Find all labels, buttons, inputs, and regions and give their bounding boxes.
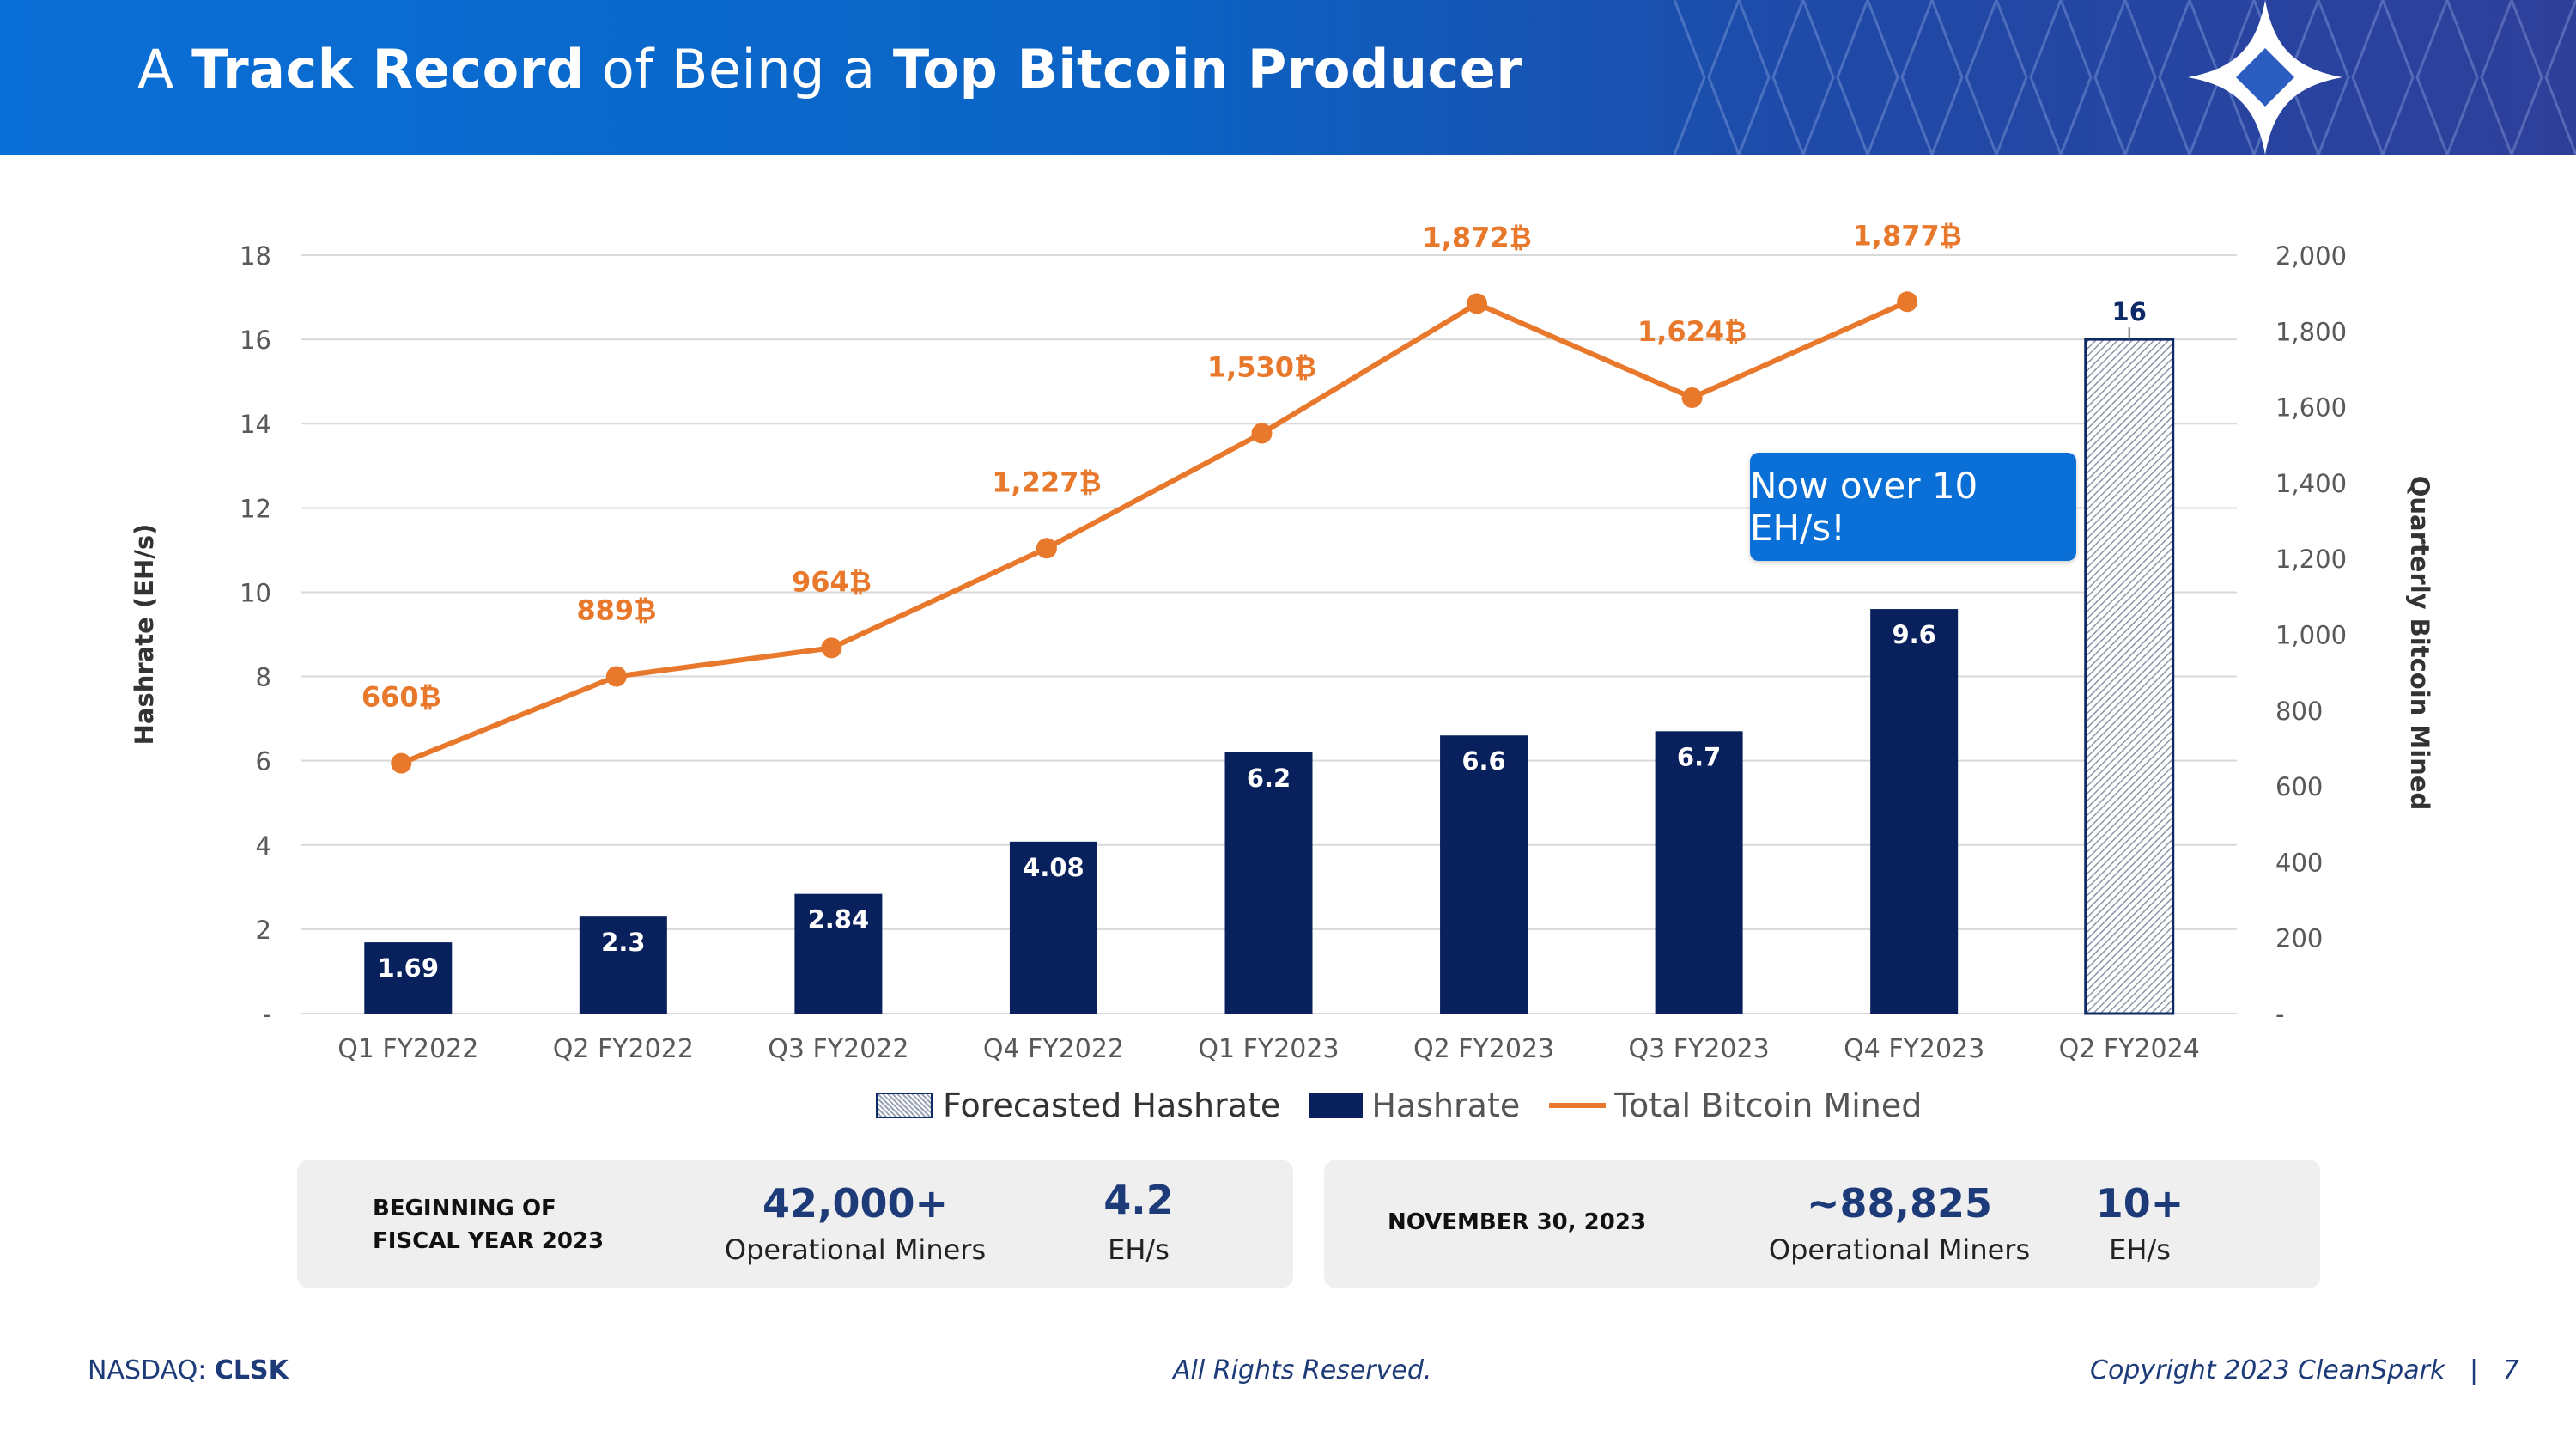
bitcoin-mined-label: 1,872₿ — [1422, 222, 1531, 254]
bitcoin-mined-label: 660₿ — [361, 681, 441, 714]
stat-label: BEGINNING OF FISCAL YEAR 2023 — [373, 1196, 605, 1254]
y2-tick-label: 1,000 — [2275, 621, 2347, 650]
legend-btc-label: Total Bitcoin Mined — [1614, 1087, 1923, 1124]
hashrate-bar-label: 2.3 — [601, 928, 645, 957]
bitcoin-mined-point — [1036, 538, 1057, 559]
y-tick-label: 2 — [256, 916, 271, 945]
stat-box-fy2023: BEGINNING OF FISCAL YEAR 2023 42,000+ Op… — [297, 1160, 1293, 1288]
hashrate-swatch — [1309, 1093, 1364, 1118]
bitcoin-mined-label: 889₿ — [576, 594, 656, 627]
bitcoin-mined-point — [1251, 423, 1273, 444]
y-tick-label: 6 — [256, 747, 271, 776]
hashrate-bar-label: 4.08 — [1023, 853, 1084, 882]
stat-box-nov2023: NOVEMBER 30, 2023 ~88,825 Operational Mi… — [1324, 1160, 2320, 1288]
hashrate-bar — [1655, 731, 1743, 1014]
hashrate-bar-label: 9.6 — [1892, 620, 1935, 649]
y2-tick-label: 200 — [2275, 924, 2323, 953]
y-axis-label: Hashrate (EH/s) — [130, 524, 159, 746]
hashrate-bar — [1009, 841, 1097, 1014]
footer-rights: All Rights Reserved. — [1173, 1355, 1432, 1385]
legend-hashrate-label: Hashrate — [1371, 1087, 1521, 1124]
footer-ticker: NASDAQ: CLSK — [88, 1355, 289, 1385]
hashrate-bar — [1440, 735, 1528, 1014]
legend-forecast-label: Forecasted Hashrate — [943, 1087, 1281, 1124]
y2-tick-label: 2,000 — [2275, 241, 2347, 271]
hashrate-bar-label: 6.2 — [1247, 764, 1291, 793]
y2-tick-label: 600 — [2275, 772, 2323, 801]
x-tick-label: Q2 FY2022 — [553, 1034, 694, 1064]
forecast-bar-label: 16 — [2112, 297, 2147, 326]
x-tick-label: Q3 FY2022 — [768, 1034, 908, 1064]
forecast-bar — [2084, 338, 2175, 1015]
bitcoin-mined-label: 1,227₿ — [992, 466, 1101, 498]
bitcoin-mined-point — [605, 666, 627, 687]
miners-value: ~88,825 — [1806, 1180, 1993, 1227]
header-banner: A Track Record of Being a Top Bitcoin Pr… — [0, 0, 2576, 155]
bitcoin-mined-line — [400, 299, 1909, 766]
footer-copyright: Copyright 2023 CleanSpark | 7 — [2090, 1355, 2519, 1385]
y-tick-label: 16 — [240, 326, 271, 355]
y2-tick-label: - — [2275, 1000, 2284, 1029]
cleanspark-logo-icon — [2188, 0, 2342, 155]
y-tick-label: 14 — [240, 410, 271, 439]
y2-tick-label: 1,800 — [2275, 317, 2347, 346]
y-tick-label: 18 — [240, 241, 271, 271]
miners-label: Operational Miners — [724, 1233, 987, 1266]
btc-swatch — [1549, 1103, 1607, 1108]
legend-hashrate: Hashrate — [1309, 1087, 1520, 1124]
legend-btc: Total Bitcoin Mined — [1549, 1087, 1922, 1124]
hashrate-unit: EH/s — [1108, 1233, 1170, 1266]
chart-area: - 2 4 6 8 10 12 14 16 18 - 200 400 600 800 1,000 1,200 1,… — [0, 155, 2576, 1142]
x-tick-label: Q2 FY2024 — [2059, 1034, 2200, 1064]
hashrate-bar-label: 2.84 — [808, 905, 870, 935]
x-tick-label: Q1 FY2023 — [1198, 1034, 1339, 1064]
chart-legend: Forecasted Hashrate Hashrate Total Bitco… — [876, 1084, 1951, 1127]
stat-label: NOVEMBER 30, 2023 — [1388, 1209, 1647, 1235]
bitcoin-mined-point — [821, 637, 842, 659]
hashrate-bar — [1224, 752, 1313, 1014]
hashrate-value: 4.2 — [1103, 1177, 1174, 1223]
y2-tick-label: 1,600 — [2275, 393, 2347, 423]
hashrate-bar — [794, 893, 883, 1014]
y2-tick-label: 800 — [2275, 697, 2323, 726]
x-tick-label: Q4 FY2023 — [1844, 1034, 1984, 1064]
miners-value: 42,000+ — [762, 1180, 949, 1227]
miners-label: Operational Miners — [1768, 1233, 2031, 1266]
x-tick-label: Q4 FY2022 — [983, 1034, 1124, 1064]
y-tick-label: 10 — [240, 578, 271, 607]
legend-forecast: Forecasted Hashrate — [876, 1087, 1280, 1124]
forecast-swatch — [876, 1093, 933, 1118]
y2-tick-label: 1,400 — [2275, 469, 2347, 498]
y2-axis-label: Quarterly Bitcoin Mined — [2405, 476, 2434, 811]
x-tick-label: Q1 FY2022 — [337, 1034, 478, 1064]
bitcoin-mined-label: 1,530₿ — [1207, 351, 1316, 384]
x-tick-label: Q3 FY2023 — [1629, 1034, 1770, 1064]
bitcoin-mined-label: 964₿ — [792, 565, 872, 598]
y-tick-label: 8 — [256, 663, 271, 692]
bitcoin-mined-point — [1467, 293, 1488, 314]
diamond-pattern — [1674, 0, 2576, 155]
bitcoin-mined-point — [391, 752, 412, 774]
hashrate-bar-label: 6.6 — [1461, 746, 1505, 776]
x-tick-label: Q2 FY2023 — [1413, 1034, 1554, 1064]
bitcoin-mined-point — [1897, 291, 1918, 313]
hashrate-value: 10+ — [2095, 1180, 2184, 1227]
y2-tick-label: 400 — [2275, 848, 2323, 877]
callout-box: Now over 10 EH/s! — [1750, 453, 2076, 561]
hashrate-bar-label: 1.69 — [377, 953, 439, 983]
bitcoin-mined-label: 1,624₿ — [1637, 315, 1747, 348]
page-title: A Track Record of Being a Top Bitcoin Pr… — [137, 38, 1523, 100]
y2-tick-label: 1,200 — [2275, 545, 2347, 574]
y-tick-label: 4 — [256, 831, 271, 861]
hashrate-bar-label: 6.7 — [1677, 742, 1721, 771]
bitcoin-mined-label: 1,877₿ — [1853, 219, 1962, 252]
hashrate-bar — [579, 916, 667, 1014]
y-tick-label: 12 — [240, 494, 271, 523]
hashrate-bar — [364, 942, 453, 1014]
hashrate-bar — [1870, 609, 1959, 1014]
hashrate-bitcoin-chart: - 2 4 6 8 10 12 14 16 18 - 200 400 600 800 1,000 1,200 1,… — [130, 219, 2434, 1064]
bitcoin-mined-point — [1681, 387, 1703, 409]
y-tick-label: - — [263, 1000, 271, 1029]
hashrate-unit: EH/s — [2109, 1233, 2171, 1266]
